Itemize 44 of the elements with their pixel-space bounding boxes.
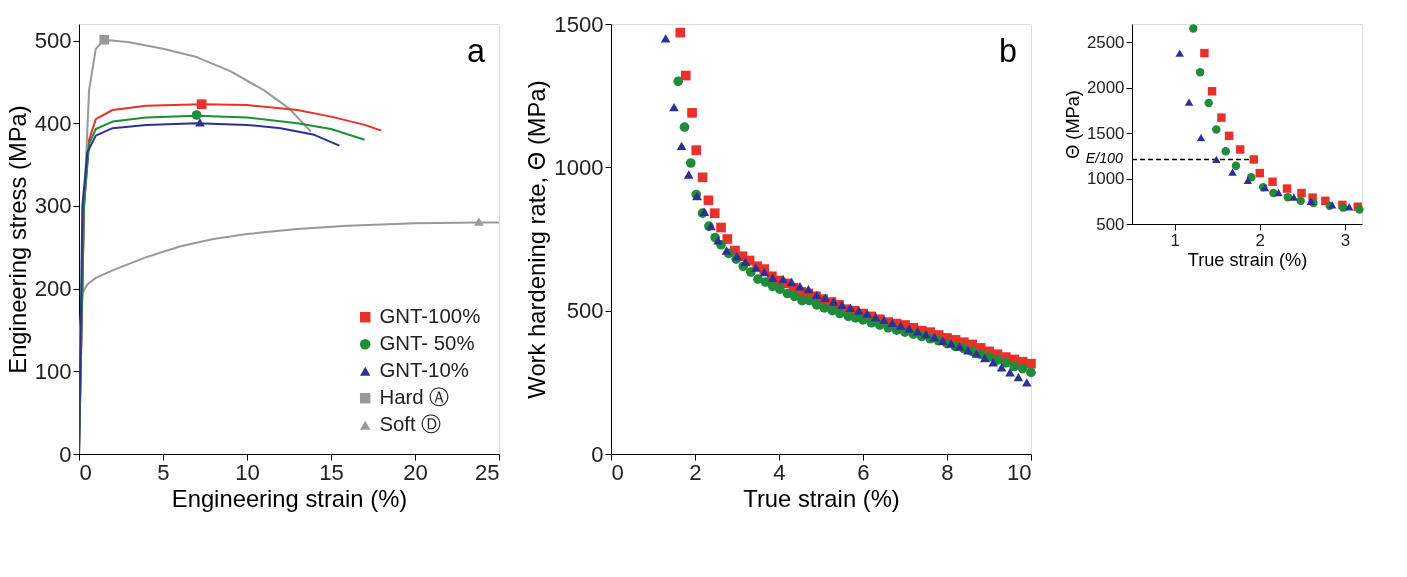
y-tick-label: 400 <box>34 110 72 136</box>
y-tick-label: 1000 <box>554 154 604 180</box>
x-tick-label: 0 <box>611 459 624 485</box>
y-tick-label: 1000 <box>1086 169 1125 189</box>
y-tick-label: 1500 <box>1086 123 1125 143</box>
legend-label: Hard Ⓐ <box>379 386 450 409</box>
annotation: E/100 <box>1085 150 1124 167</box>
legend-label: GNT-10% <box>379 359 469 382</box>
y-tick-label: 200 <box>34 276 72 302</box>
annotation: b <box>999 33 1017 69</box>
x-tick-label: 0 <box>79 459 92 485</box>
x-tick-label: 2 <box>1255 230 1265 250</box>
y-tick-label: 2000 <box>1086 78 1125 98</box>
x-tick-label: 1 <box>1170 230 1180 250</box>
y-tick-label: 0 <box>59 441 72 467</box>
x-axis-title: True strain (%) <box>743 484 900 512</box>
x-tick-label: 4 <box>773 459 786 485</box>
y-tick-label: 0 <box>591 441 604 467</box>
y-tick-label: 300 <box>34 193 72 219</box>
y-axis-title: Work hardening rate, Θ (MPa) <box>523 80 551 399</box>
x-axis-title: True strain (%) <box>1187 250 1308 271</box>
x-tick-label: 5 <box>157 459 170 485</box>
y-tick-label: 500 <box>1096 214 1125 234</box>
y-tick-label: 500 <box>34 28 72 54</box>
y-tick-label: 2500 <box>1086 32 1125 52</box>
y-axis-title: Engineering stress (MPa) <box>3 105 31 374</box>
x-tick-label: 10 <box>1006 459 1032 485</box>
legend-label: GNT- 50% <box>379 332 475 355</box>
x-tick-label: 2 <box>689 459 702 485</box>
x-tick-label: 3 <box>1340 230 1351 250</box>
x-tick-label: 8 <box>941 459 954 485</box>
annotation: a <box>467 33 486 69</box>
y-tick-label: 500 <box>566 298 604 324</box>
legend-label: Soft Ⓓ <box>379 413 442 436</box>
x-tick-label: 10 <box>235 459 260 485</box>
x-tick-label: 6 <box>857 459 870 485</box>
x-tick-label: 15 <box>319 459 344 485</box>
y-axis-title: Θ (MPa) <box>1062 90 1083 159</box>
legend-label: GNT-100% <box>379 305 481 328</box>
x-tick-label: 25 <box>474 459 500 485</box>
y-tick-label: 100 <box>34 358 72 384</box>
x-axis-title: Engineering strain (%) <box>171 484 408 512</box>
y-tick-label: 1500 <box>554 11 604 37</box>
x-tick-label: 20 <box>403 459 428 485</box>
